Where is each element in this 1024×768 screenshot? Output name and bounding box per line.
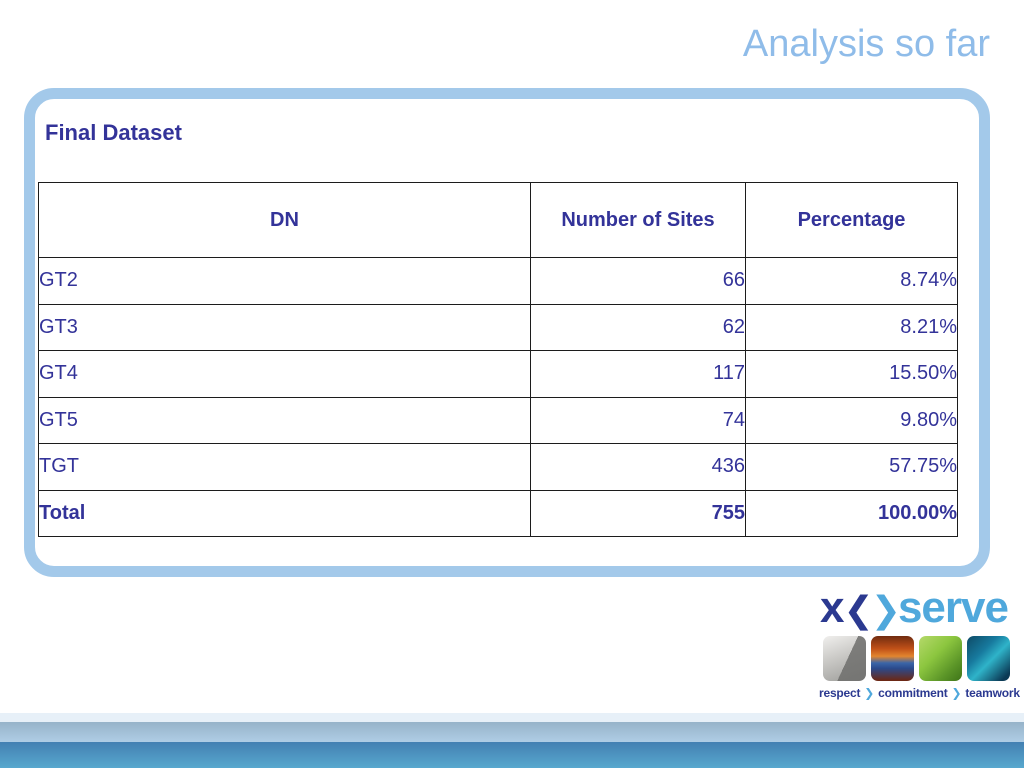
- section-heading: Final Dataset: [45, 120, 182, 145]
- tagline: respect ❯ commitment ❯ teamwork: [819, 686, 1020, 700]
- cell-dn: GT2: [38, 257, 531, 305]
- logo-photo-tiles: [823, 636, 1010, 681]
- table-row: GT3 62 8.21%: [38, 303, 958, 351]
- column-header-percentage: Percentage: [745, 182, 958, 258]
- diamond-chevron-left-icon: ❮: [843, 589, 873, 630]
- table-row: TGT 436 57.75%: [38, 443, 958, 491]
- table-row: GT5 74 9.80%: [38, 396, 958, 444]
- chevron-right-icon: ❯: [864, 686, 875, 700]
- tagline-word-teamwork: teamwork: [965, 686, 1020, 700]
- cell-sites: 755: [530, 489, 746, 537]
- table-row: GT2 66 8.74%: [38, 257, 958, 305]
- logo-text-x: x: [820, 583, 845, 632]
- cell-sites: 436: [530, 443, 746, 491]
- cell-sites: 74: [530, 396, 746, 444]
- cell-dn: GT5: [38, 396, 531, 444]
- tagline-word-respect: respect: [819, 686, 861, 700]
- cell-percentage: 57.75%: [745, 443, 958, 491]
- cell-sites: 66: [530, 257, 746, 305]
- table-header-row: DN Number of Sites Percentage: [38, 182, 958, 258]
- cell-percentage: 15.50%: [745, 350, 958, 398]
- circuit-board-photo-tile: [967, 636, 1010, 681]
- logo-text-serve: serve: [897, 583, 1009, 632]
- meter-photo-tile: [823, 636, 866, 681]
- slide-title: Analysis so far: [742, 23, 990, 65]
- cell-percentage: 8.21%: [745, 303, 958, 351]
- table-total-row: Total 755 100.00%: [38, 489, 958, 537]
- cell-dn: Total: [38, 489, 531, 537]
- xoserve-logo: x❮❯serve: [820, 583, 1009, 632]
- bottom-stripe-dark: [0, 742, 1024, 768]
- cell-dn: TGT: [38, 443, 531, 491]
- chevron-right-icon: ❯: [951, 686, 962, 700]
- cell-sites: 62: [530, 303, 746, 351]
- cell-percentage: 9.80%: [745, 396, 958, 444]
- column-header-sites: Number of Sites: [530, 182, 746, 258]
- cell-sites: 117: [530, 350, 746, 398]
- bottom-stripe-light: [0, 713, 1024, 722]
- gas-flame-photo-tile: [871, 636, 914, 681]
- tagline-word-commitment: commitment: [878, 686, 948, 700]
- bottom-stripe-mid: [0, 722, 1024, 742]
- final-dataset-table: DN Number of Sites Percentage GT2 66 8.7…: [38, 182, 958, 537]
- table-row: GT4 117 15.50%: [38, 350, 958, 398]
- column-header-dn: DN: [38, 182, 531, 258]
- cell-dn: GT4: [38, 350, 531, 398]
- cell-dn: GT3: [38, 303, 531, 351]
- diamond-chevron-right-icon: ❯: [870, 589, 901, 630]
- green-leaves-photo-tile: [919, 636, 962, 681]
- cell-percentage: 8.74%: [745, 257, 958, 305]
- cell-percentage: 100.00%: [745, 489, 958, 537]
